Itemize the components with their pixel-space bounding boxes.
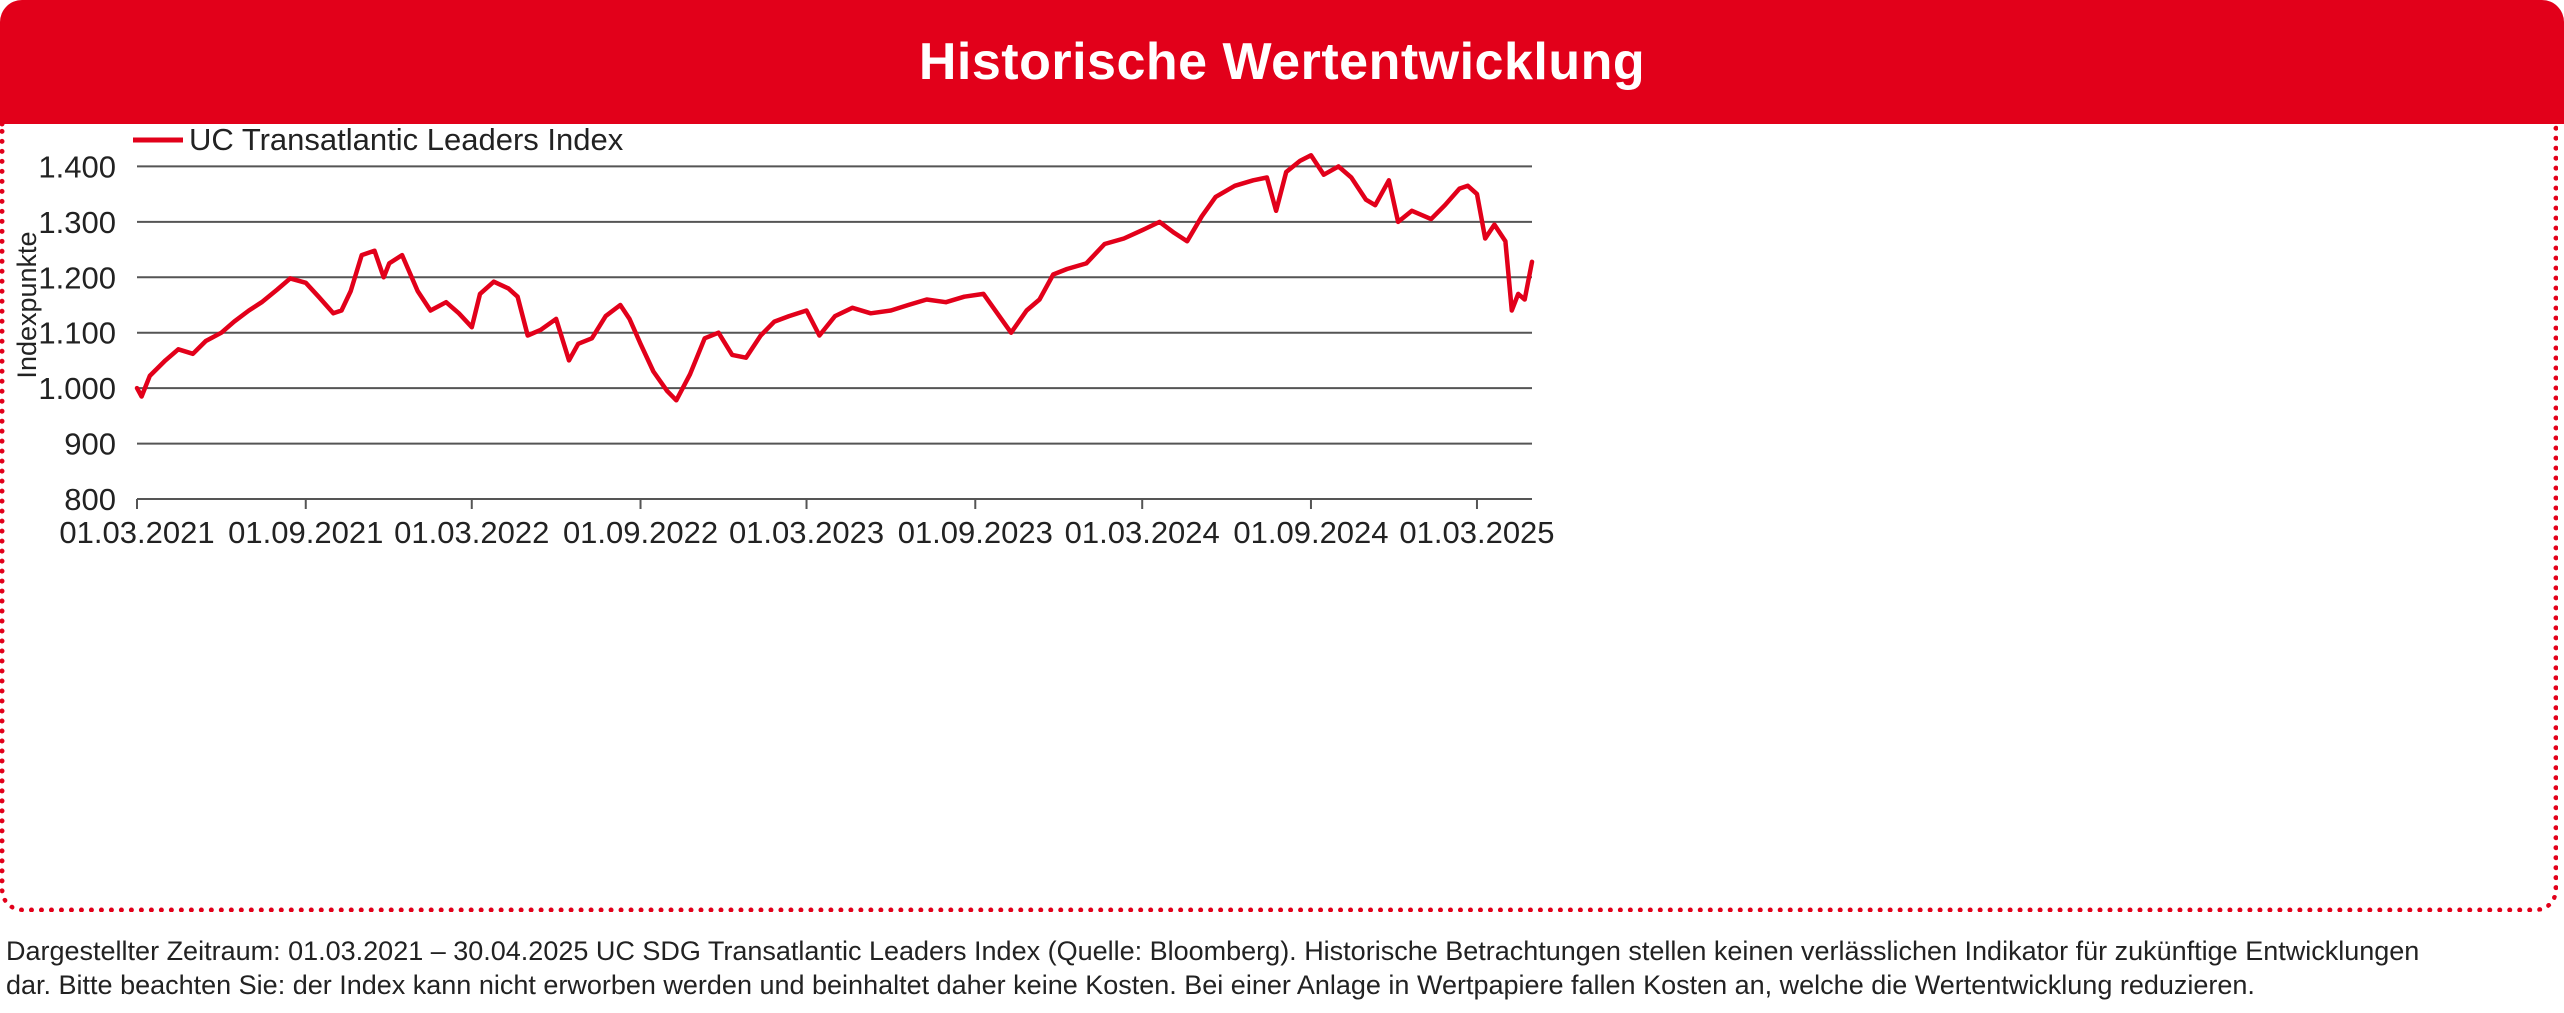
legend-label: UC Transatlantic Leaders Index	[189, 124, 624, 157]
y-tick-label: 1.100	[38, 316, 116, 351]
y-tick-label: 900	[64, 427, 116, 462]
line-chart: 800 900 1.000 1.100 1.200 1.300 1.400 1.500 01.0…	[12, 124, 1555, 550]
y-tick-label: 1.000	[38, 371, 116, 406]
footnote-line-1: Dargestellter Zeitraum: 01.03.2021 – 30.…	[6, 936, 2420, 966]
chart-title: Historische Wertentwicklung	[918, 33, 1646, 91]
x-tick-label: 01.03.2024	[1065, 515, 1220, 550]
x-tick-label: 01.03.2021	[59, 515, 214, 550]
y-axis-label: Indexpunkte	[12, 231, 42, 378]
y-tick-label: 1.200	[38, 260, 116, 295]
y-tick-label: 800	[64, 482, 116, 517]
series-line	[134, 153, 1535, 403]
footnote: Dargestellter Zeitraum: 01.03.2021 – 30.…	[6, 934, 2556, 1002]
x-tick-label: 01.09.2023	[898, 515, 1053, 550]
x-tick-label: 01.09.2022	[563, 515, 718, 550]
x-tick-label: 01.03.2022	[394, 515, 549, 550]
footnote-line-2: dar. Bitte beachten Sie: der Index kann …	[6, 970, 2255, 1000]
x-tick-label: 01.03.2025	[1399, 515, 1554, 550]
y-tick-label: 1.400	[38, 149, 116, 184]
x-tick-label: 01.03.2023	[729, 515, 884, 550]
y-tick-label: 1.300	[38, 205, 116, 240]
y-tick-label: 1.500	[38, 124, 116, 129]
chart-frame	[0, 124, 2558, 912]
x-tick-label: 01.09.2021	[228, 515, 383, 550]
chart-header: Historische Wertentwicklung	[0, 0, 2564, 124]
x-tick-label: 01.09.2024	[1233, 515, 1388, 550]
